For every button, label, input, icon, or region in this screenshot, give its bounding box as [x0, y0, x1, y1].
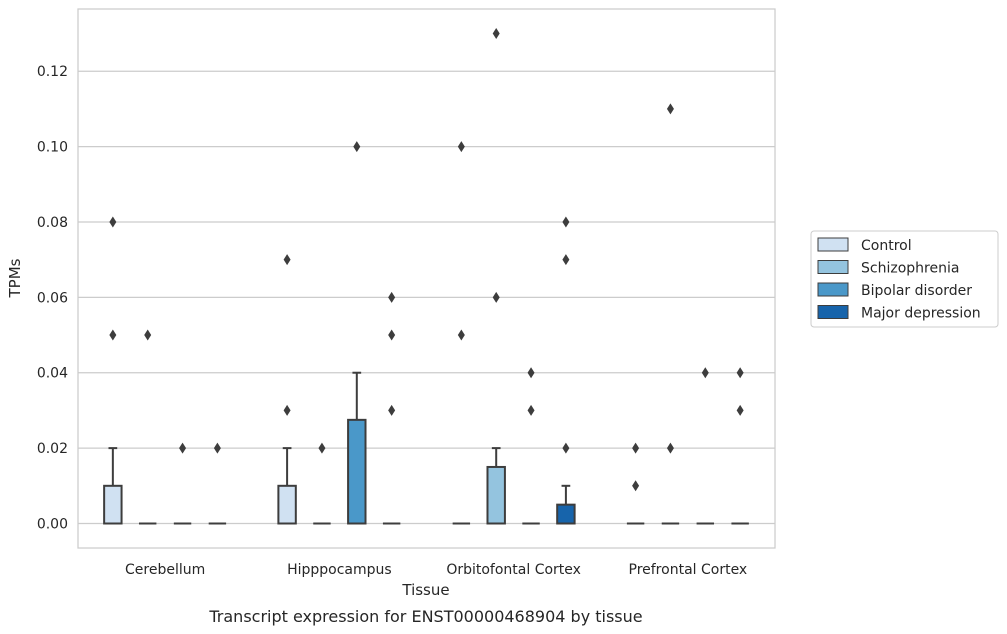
box-bipolar-disorder: [696, 367, 715, 525]
outlier-point: [144, 329, 152, 341]
chart-caption: Transcript expression for ENST0000046890…: [208, 607, 642, 626]
y-tick-label: 0.02: [37, 441, 68, 457]
y-axis-label: TPMs: [6, 258, 24, 298]
x-tick-label: Orbitofontal Cortex: [446, 562, 581, 578]
y-tick-label: 0.12: [37, 64, 68, 80]
outlier-point: [388, 329, 396, 341]
outlier-point: [632, 480, 640, 492]
box-control: [103, 216, 123, 525]
grid-lines: [78, 70, 775, 525]
x-axis-label: Tissue: [401, 581, 449, 599]
outlier-point: [492, 291, 500, 303]
outlier-point: [318, 442, 326, 454]
box-body: [103, 484, 123, 525]
y-tick-label: 0.04: [37, 366, 68, 382]
box-body: [556, 503, 576, 525]
box-major-depression: [731, 367, 749, 525]
outlier-point: [492, 28, 500, 39]
outlier-point: [562, 254, 570, 266]
outlier-point: [527, 404, 535, 416]
legend-label: Schizophrenia: [861, 261, 959, 277]
x-axis-ticks: Cerebellum Hipppocampus Orbitofontal Corte…: [125, 562, 747, 578]
outlier-point: [388, 404, 396, 416]
outlier-point: [562, 216, 570, 228]
outlier-point: [109, 329, 117, 341]
y-tick-label: 0.00: [37, 517, 68, 533]
box-bipolar-disorder: [173, 442, 192, 525]
box-body: [486, 465, 506, 525]
box-control: [626, 442, 645, 525]
outlier-point: [736, 367, 744, 379]
outlier-point: [283, 404, 291, 416]
legend-label: Control: [861, 238, 912, 254]
box-bipolar-disorder: [347, 141, 367, 525]
outlier-point: [457, 329, 465, 341]
plot-frame: [77, 8, 776, 549]
box-schizophrenia: [138, 329, 157, 525]
box-control: [277, 254, 297, 525]
x-tick-label: Hipppocampus: [287, 562, 392, 578]
box-schizophrenia: [486, 28, 506, 525]
box-schizophrenia: [313, 442, 331, 525]
outlier-point: [283, 254, 291, 266]
outlier-point: [213, 442, 221, 454]
box-major-depression: [208, 442, 227, 525]
y-tick-label: 0.10: [37, 140, 68, 156]
outlier-point: [666, 442, 674, 454]
legend-frame: [810, 230, 999, 328]
box-bipolar-disorder: [522, 367, 540, 525]
box-schizophrenia: [661, 103, 680, 525]
box-control: [452, 141, 471, 525]
legend-label: Bipolar disorder: [861, 283, 972, 299]
outlier-point: [388, 291, 396, 303]
box-major-depression: [556, 216, 576, 525]
outlier-point: [109, 216, 117, 228]
outlier-point: [632, 442, 640, 454]
outlier-point: [527, 367, 535, 379]
y-axis-ticks: 0.00 0.02 0.04 0.06 0.08 0.10 0.12: [37, 64, 68, 532]
box-series: [103, 28, 749, 525]
legend-label: Major depression: [861, 306, 981, 322]
x-tick-label: Cerebellum: [125, 562, 205, 578]
y-tick-label: 0.06: [37, 290, 68, 306]
x-tick-label: Prefrontal Cortex: [629, 562, 748, 578]
legend-swatch: [817, 260, 849, 274]
y-tick-label: 0.08: [37, 215, 68, 231]
outlier-point: [353, 141, 361, 153]
legend-swatch: [817, 282, 849, 297]
legend: Control Schizophrenia Bipolar disorder Majo…: [810, 230, 999, 328]
outlier-point: [562, 442, 570, 454]
outlier-point: [457, 141, 465, 153]
outlier-point: [666, 103, 674, 115]
legend-swatch: [817, 305, 849, 319]
legend-swatch: [817, 237, 849, 252]
outlier-point: [701, 367, 709, 379]
outlier-point: [736, 404, 744, 416]
box-body: [347, 418, 367, 525]
outlier-point: [179, 442, 187, 454]
box-major-depression: [382, 291, 401, 525]
box-body: [277, 484, 297, 525]
